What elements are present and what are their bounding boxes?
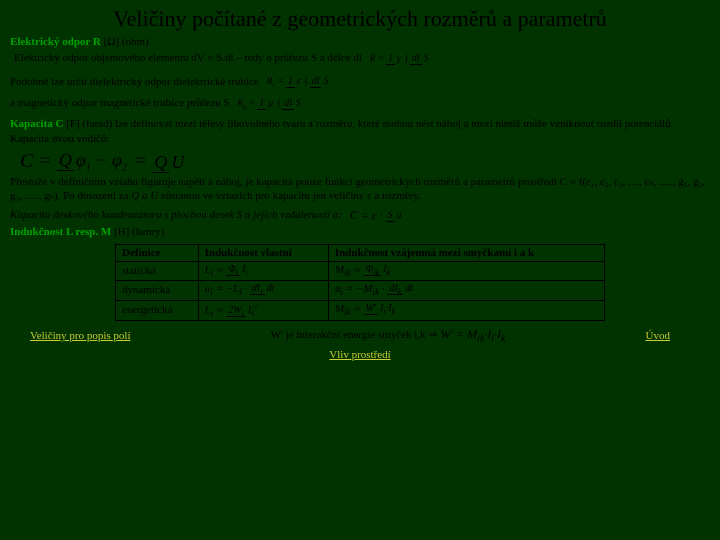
resistor-unit: [Ω] (ohm): [101, 36, 149, 48]
th-self: Indukčnost vlastní: [198, 245, 328, 262]
energetic-mutual-formula: Mik = W'Ii·Ik: [328, 300, 604, 321]
footer-row: Veličiny pro popis polí W' je interakční…: [10, 325, 710, 344]
th-definition: Definice: [116, 245, 199, 262]
resistor-desc: Elektrický odpor objemového elementu dV …: [14, 52, 362, 66]
capacitance-after: Přestože v definičním vztahu figuruje na…: [10, 176, 710, 204]
capacitance-after-post: zůstanou ve vztazích pro kapacitu jen ve…: [158, 190, 421, 202]
interaction-energy-note: W' je interakční energie smyček i,k ⇒ W'…: [271, 327, 506, 344]
resistor-formula: R = 1γ ∫ dlS: [370, 53, 431, 64]
th-mutual: Indukčnost vzájemná mezi smyčkami i a k: [328, 245, 604, 262]
row-label-static: statická: [116, 262, 199, 281]
capacitance-unit: [F] (farad) lze definovat mezi tělesy li…: [63, 118, 673, 130]
static-self-formula: Li = ΦiIi: [198, 262, 328, 281]
inductance-unit: [H] (henry): [111, 226, 164, 238]
table-header-row: Definice Indukčnost vlastní Indukčnost v…: [116, 245, 605, 262]
capacitance-line: Kapacita C [F] (farad) lze definovat mez…: [10, 118, 710, 132]
plate-capacitor-formula: C = ε · Sa: [350, 208, 404, 223]
static-mutual-formula: Mik = ΦikIk: [328, 262, 604, 281]
interaction-note-pre: W' je interakční energie smyček i,k ⇒: [271, 329, 441, 341]
capacitance-qu: Q a U: [131, 190, 158, 202]
dynamic-self-formula: ui = −Li · dIidt: [198, 281, 328, 300]
table-row: energetická Li = 2WiIi2 Mik = W'Ii·Ik: [116, 300, 605, 321]
table-row: statická Li = ΦiIi Mik = ΦikIk: [116, 262, 605, 281]
page-title: Veličiny počítané z geometrických rozměr…: [10, 6, 710, 32]
link-intro[interactable]: Úvod: [646, 330, 670, 342]
dielectric-text: Podobně lze určit dielektrický odpor die…: [10, 76, 259, 90]
table-row: dynamická ui = −Li · dIidt ui = −Mik · d…: [116, 281, 605, 300]
energetic-self-formula: Li = 2WiIi2: [198, 300, 328, 321]
plate-capacitor-text: Kapacita deskového kondenzátoru s plocho…: [10, 209, 342, 223]
link-environment[interactable]: Vliv prostředí: [329, 349, 390, 361]
row-label-energetic: energetická: [116, 300, 199, 321]
capacitance-two-conductors: Kapacita dvou vodičů:: [10, 133, 710, 147]
magnetic-formula: Rμ = 1μ ∫ dlS: [237, 98, 303, 111]
dielectric-formula: Rε = 1ε ∫ dlS: [267, 76, 331, 89]
row-label-dynamic: dynamická: [116, 281, 199, 300]
inductance-line: Indukčnost L resp. M [H] (henry): [10, 226, 710, 240]
link-fields[interactable]: Veličiny pro popis polí: [30, 330, 131, 342]
magnetic-text: a magnetický odpor magnetické trubice pr…: [10, 97, 229, 111]
interaction-note-formula: W' = Mik·Ii·Ik: [440, 327, 505, 341]
resistor-line: Elektrický odpor R [Ω] (ohm): [10, 36, 710, 50]
dynamic-mutual-formula: ui = −Mik · dIkdt: [328, 281, 604, 300]
capacitance-formula: C = Qφ1 − φ2 = QU: [20, 150, 700, 174]
inductance-table: Definice Indukčnost vlastní Indukčnost v…: [115, 244, 605, 321]
inductance-heading: Indukčnost L resp. M: [10, 226, 111, 238]
capacitance-heading: Kapacita C: [10, 118, 63, 130]
resistor-heading: Elektrický odpor R: [10, 36, 101, 48]
